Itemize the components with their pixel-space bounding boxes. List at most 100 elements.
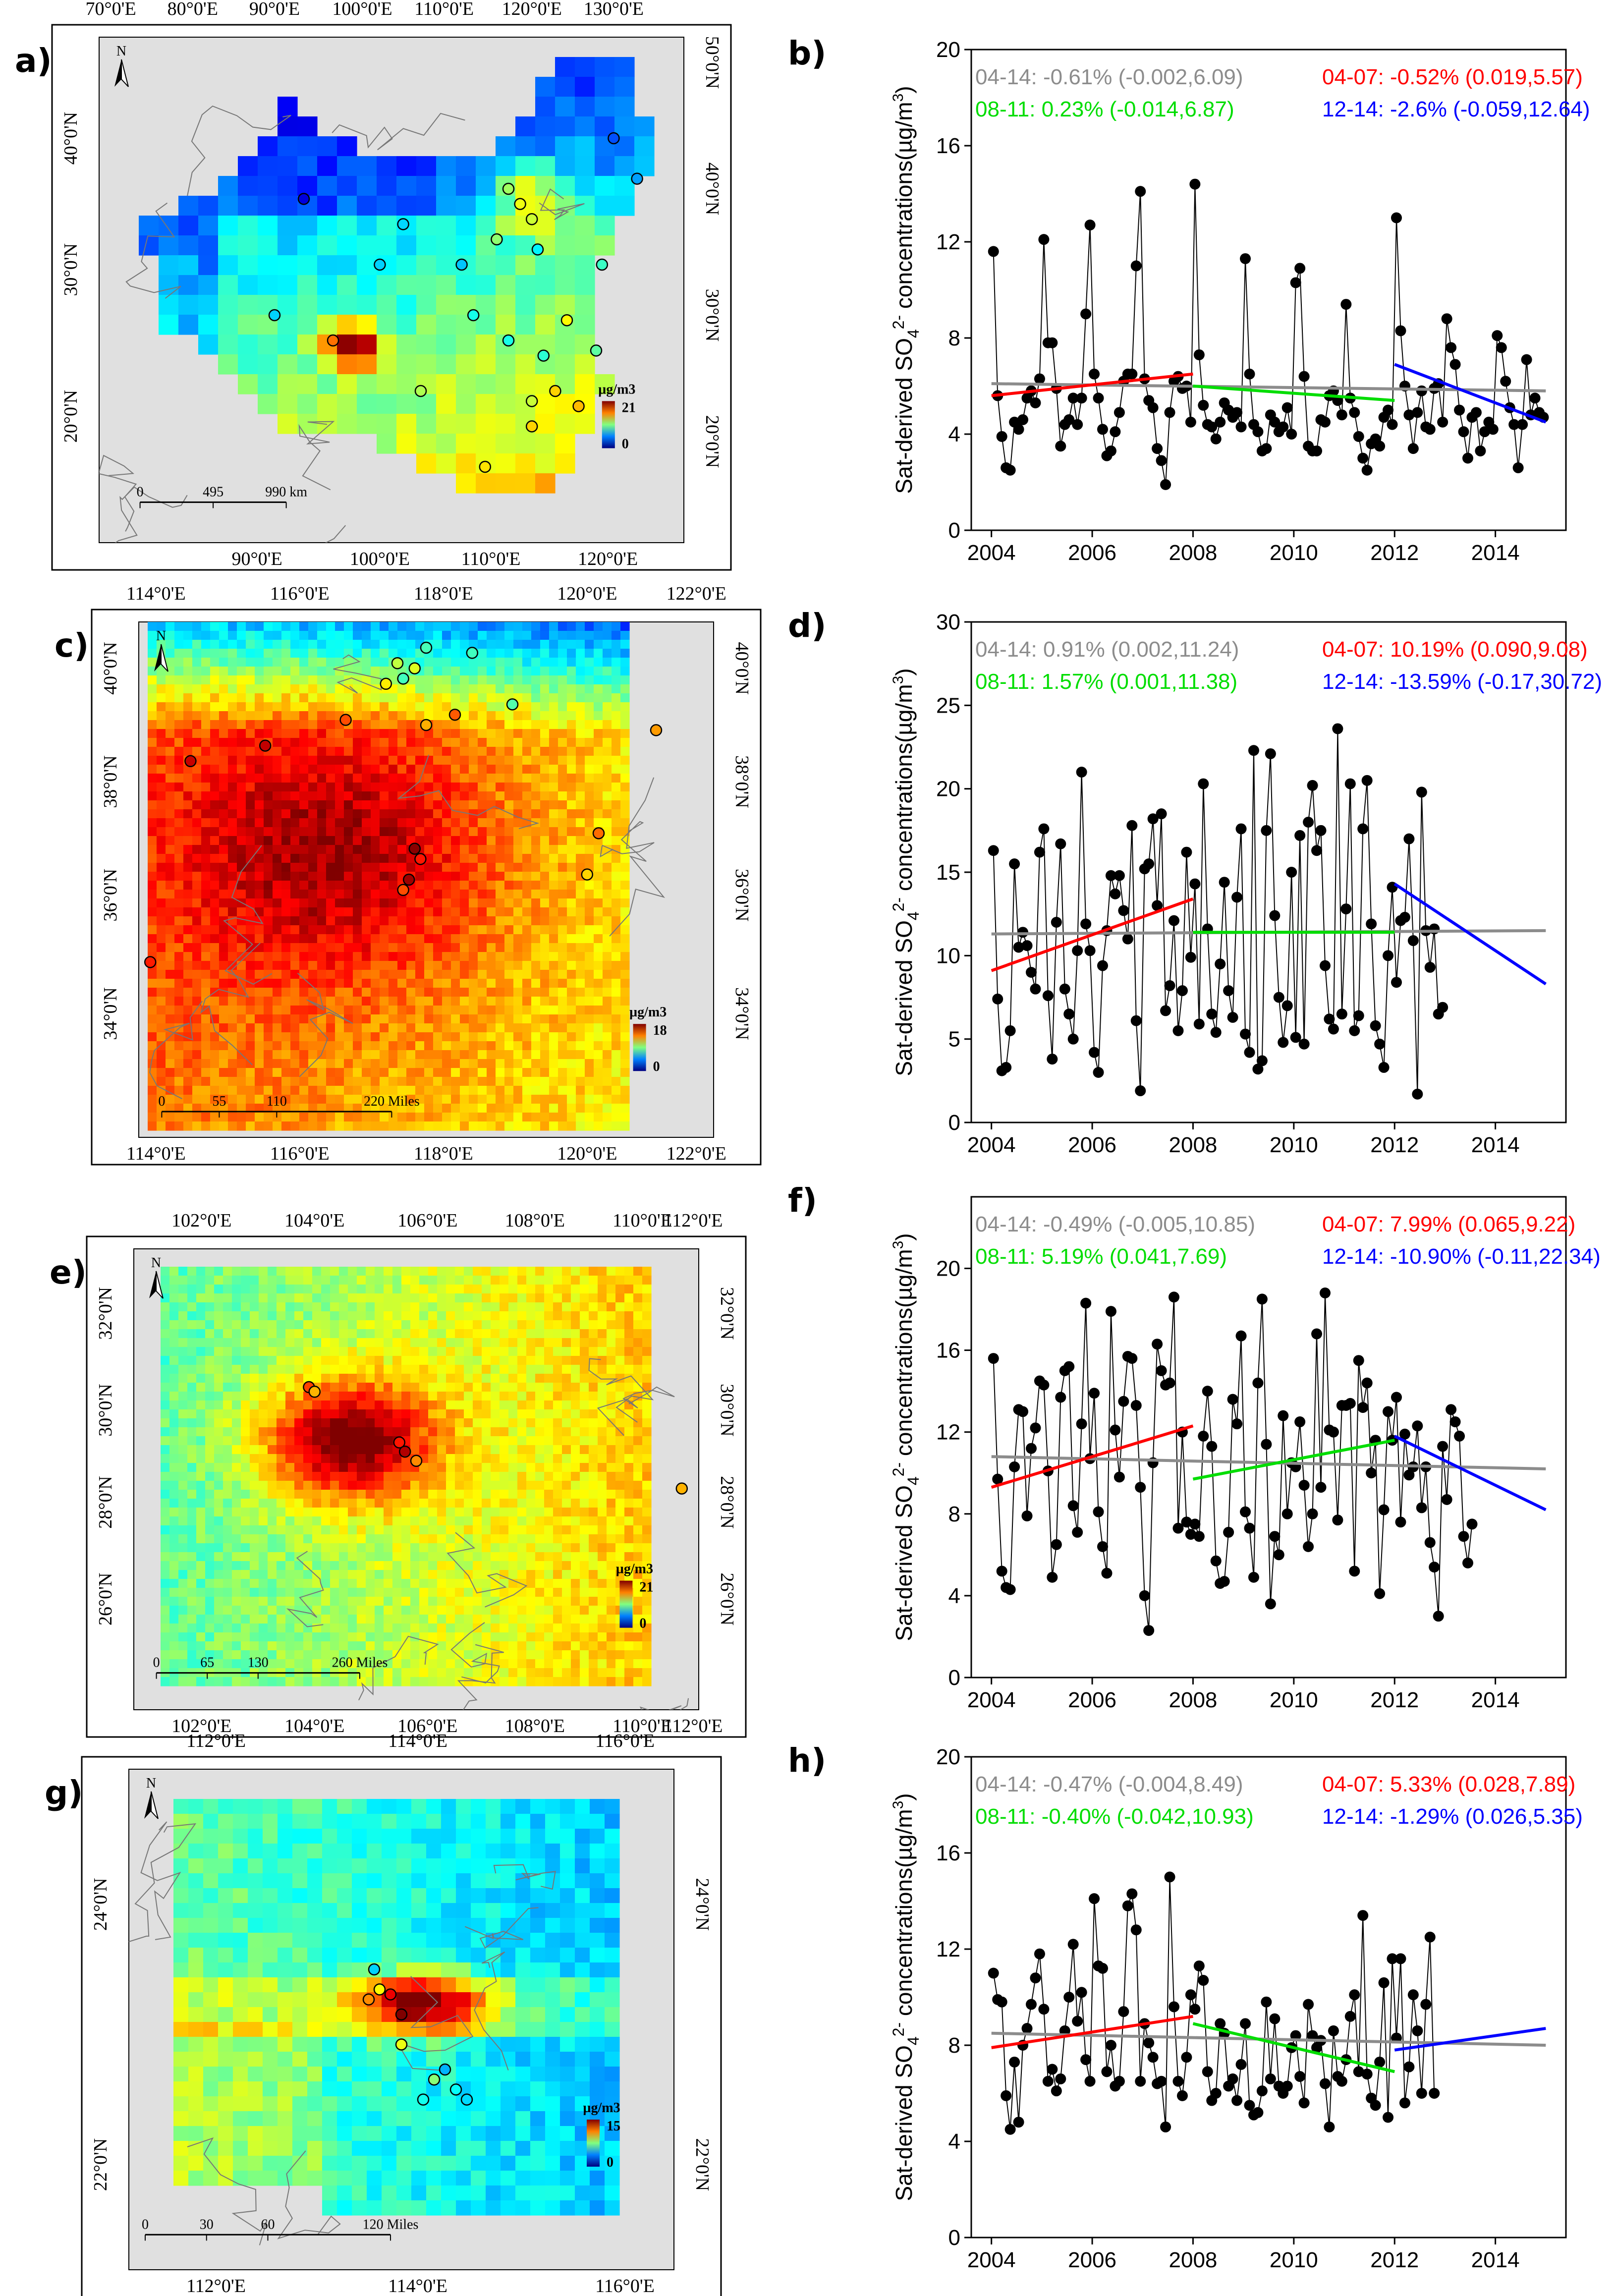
grid-cell: [576, 658, 585, 667]
grid-cell: [196, 1329, 206, 1339]
grid-cell: [166, 1104, 175, 1113]
grid-cell: [321, 1311, 331, 1321]
grid-cell: [567, 809, 576, 819]
grid-cell: [228, 765, 237, 774]
grid-cell: [478, 1121, 487, 1131]
grid-cell: [299, 747, 309, 756]
left-latitude-label: 30°0'N: [60, 243, 81, 296]
grid-cell: [357, 156, 377, 176]
grid-cell: [437, 1267, 446, 1276]
grid-cell: [469, 890, 478, 899]
grid-cell: [326, 890, 335, 899]
grid-cell: [353, 809, 362, 819]
grid-cell: [549, 800, 558, 810]
grid-cell: [255, 800, 264, 810]
grid-cell: [464, 1418, 473, 1428]
grid-cell: [273, 1077, 282, 1086]
grid-cell: [219, 818, 228, 828]
grid-cell: [290, 979, 300, 988]
grid-cell: [317, 836, 327, 845]
grid-cell: [603, 738, 612, 747]
grid-cell: [496, 1006, 505, 1015]
grid-cell: [397, 720, 407, 729]
grid-cell: [353, 961, 362, 970]
grid-cell: [392, 1418, 402, 1428]
grid-cell: [469, 684, 478, 694]
grid-cell: [406, 898, 416, 908]
grid-cell: [166, 827, 175, 837]
grid-cell: [401, 1285, 411, 1294]
grid-cell: [526, 1472, 536, 1481]
grid-cell: [585, 970, 594, 979]
grid-cell: [442, 738, 451, 747]
grid-cell: [255, 1121, 264, 1131]
grid-cell: [455, 1418, 464, 1428]
grid-cell: [433, 845, 443, 854]
grid-cell: [273, 818, 282, 828]
grid-cell: [335, 997, 344, 1006]
grid-cell: [517, 1445, 527, 1455]
grid-cell: [294, 1472, 304, 1481]
grid-cell: [446, 1356, 455, 1365]
grid-cell: [308, 693, 318, 703]
grid-cell: [589, 1427, 598, 1437]
grid-cell: [362, 1059, 371, 1068]
grid-cell: [380, 881, 389, 890]
grid-cell: [482, 1436, 491, 1446]
grid-cell: [366, 1267, 375, 1276]
grid-cell: [219, 854, 228, 863]
grid-cell: [612, 747, 621, 756]
grid-cell: [228, 979, 237, 988]
grid-cell: [576, 1077, 585, 1086]
grid-cell: [433, 934, 443, 944]
grid-cell: [148, 827, 157, 837]
grid-cell: [487, 1121, 496, 1131]
grid-cell: [187, 1374, 197, 1383]
grid-cell: [205, 1463, 215, 1472]
grid-cell: [294, 1436, 304, 1446]
grid-cell: [321, 1293, 331, 1303]
grid-cell: [259, 1356, 268, 1365]
grid-cell: [522, 854, 532, 863]
grid-cell: [312, 1454, 322, 1463]
grid-cell: [603, 684, 612, 694]
grid-cell: [614, 196, 635, 216]
grid-cell: [500, 1436, 509, 1446]
grid-cell: [455, 1481, 464, 1490]
grid-cell: [562, 1329, 571, 1339]
grid-cell: [353, 720, 362, 729]
grid-cell: [585, 1113, 594, 1122]
grid-cell: [317, 809, 327, 819]
grid-cell: [241, 1329, 250, 1339]
grid-cell: [148, 809, 157, 819]
grid-cell: [419, 1356, 429, 1365]
grid-cell: [246, 997, 255, 1006]
grid-cell: [567, 1006, 576, 1015]
grid-cell: [589, 1320, 598, 1330]
grid-cell: [571, 1347, 580, 1356]
grid-cell: [344, 791, 353, 801]
grid-cell: [169, 1463, 179, 1472]
monitoring-station-marker: [374, 258, 386, 271]
grid-cell: [308, 925, 318, 935]
grid-cell: [451, 1077, 460, 1086]
grid-cell: [384, 1463, 393, 1472]
grid-cell: [281, 791, 291, 801]
grid-cell: [415, 783, 425, 792]
grid-cell: [567, 881, 576, 890]
grid-cell: [451, 756, 460, 765]
grid-cell: [174, 898, 184, 908]
grid-cell: [161, 1276, 170, 1285]
grid-cell: [339, 1436, 348, 1446]
grid-cell: [614, 116, 635, 137]
grid-cell: [558, 970, 567, 979]
grid-cell: [504, 774, 514, 783]
grid-cell: [476, 216, 496, 236]
boundary-line: [125, 202, 181, 299]
grid-cell: [585, 747, 594, 756]
grid-cell: [375, 1285, 384, 1294]
grid-cell: [250, 1427, 259, 1437]
grid-cell: [348, 1374, 357, 1383]
grid-cell: [540, 1050, 550, 1060]
grid-cell: [277, 1311, 286, 1321]
